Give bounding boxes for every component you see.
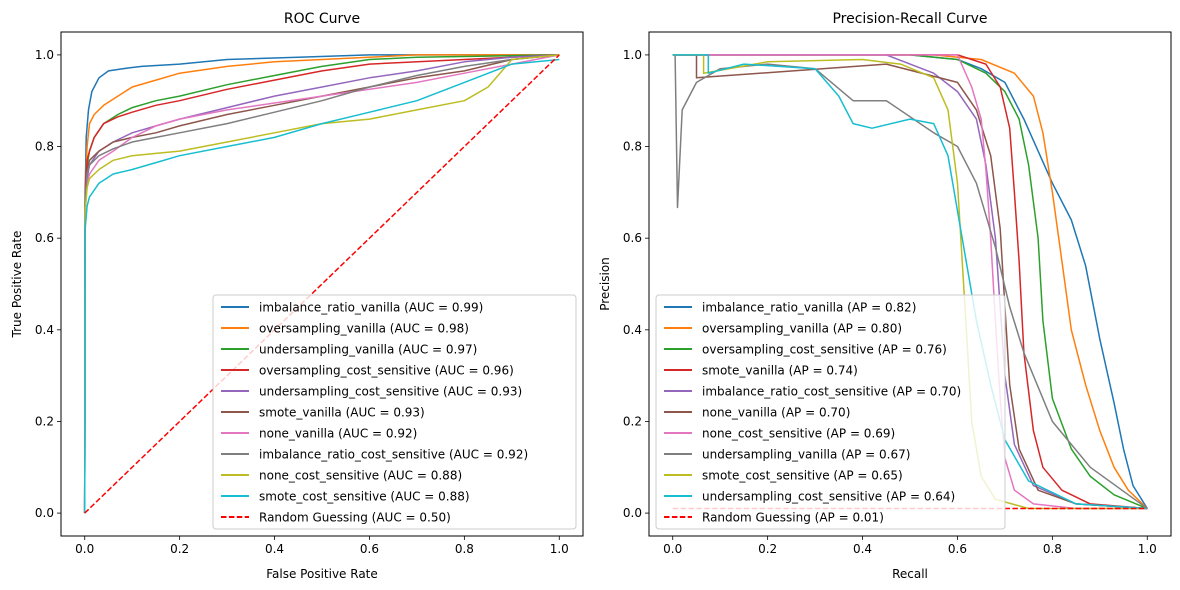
y-tick-label: 0.4 — [623, 323, 642, 337]
y-tick-label: 0.6 — [35, 231, 54, 245]
series-line-9 — [83, 58, 560, 514]
x-tick-label: 0.2 — [758, 542, 777, 556]
series-line-4 — [672, 54, 1148, 510]
x-tick-label: 0.2 — [170, 542, 189, 556]
x-axis-label: False Positive Rate — [266, 567, 378, 581]
precision-recall-plot: 0.0 0.2 0.4 0.6 0.8 1.0 0.0 0.2 0.4 0.6 0.8 1.0 Prec… — [598, 11, 1172, 581]
legend-label-7: imbalance_ratio_cost_sensitive (AUC = 0.… — [259, 448, 528, 462]
legend-label-7: undersampling_vanilla (AP = 0.67) — [702, 448, 910, 462]
legend-label-0: imbalance_ratio_vanilla (AUC = 0.99) — [259, 301, 483, 315]
axes-frame — [60, 31, 584, 537]
series-line-7 — [674, 54, 1148, 510]
y-tick-label: 1.0 — [35, 48, 54, 62]
chart-title: Precision-Recall Curve — [832, 11, 987, 27]
legend-box — [212, 294, 577, 530]
series-line-8 — [83, 54, 560, 514]
x-tick-label: 1.0 — [1138, 542, 1157, 556]
roc-plot: 0.0 0.2 0.4 0.6 0.8 1.0 0.0 0.2 0.4 0.6 0.8 1.0 ROC … — [10, 11, 584, 581]
legend-label-5: none_vanilla (AP = 0.70) — [702, 406, 850, 420]
legend-label-9: undersampling_cost_sensitive (AP = 0.64) — [702, 490, 955, 504]
legend-label-3: smote_vanilla (AP = 0.74) — [702, 364, 858, 378]
x-tick-label: 0.8 — [455, 542, 474, 556]
legend-label-2: undersampling_vanilla (AUC = 0.97) — [259, 343, 477, 357]
legend-label-4: imbalance_ratio_cost_sensitive (AP = 0.7… — [702, 385, 961, 399]
x-tick-label: 0.4 — [853, 542, 872, 556]
y-tick-label: 0.8 — [35, 140, 54, 154]
y-axis-label: True Positive Rate — [10, 231, 24, 339]
legend-label-5: smote_vanilla (AUC = 0.93) — [259, 406, 425, 420]
series-line-6 — [83, 54, 560, 514]
y-tick-label: 0.6 — [623, 231, 642, 245]
legend-label-3: oversampling_cost_sensitive (AUC = 0.96) — [259, 364, 514, 378]
x-axis-label: Recall — [892, 567, 928, 581]
series-line-1 — [672, 54, 1148, 510]
y-axis-label: Precision — [598, 257, 612, 311]
x-tick-label: 0.4 — [265, 542, 284, 556]
y-tick-label: 0.4 — [35, 323, 54, 337]
axes-frame — [648, 31, 1172, 537]
legend-label-6: none_cost_sensitive (AP = 0.69) — [702, 427, 895, 441]
series-line-3 — [672, 54, 1148, 510]
legend-label-2: oversampling_cost_sensitive (AP = 0.76) — [702, 343, 947, 357]
y-tick-label: 0.0 — [35, 506, 54, 520]
legend: imbalance_ratio_vanilla (AP = 0.82) overs… — [655, 294, 1006, 530]
y-tick-label: 0.0 — [623, 506, 642, 520]
series-line-0 — [83, 54, 560, 514]
x-tick-label: 0.0 — [663, 542, 682, 556]
y-tick-label: 0.2 — [35, 414, 54, 428]
y-tick-label: 1.0 — [623, 48, 642, 62]
x-tick-label: 0.6 — [948, 542, 967, 556]
legend-label-1: oversampling_vanilla (AUC = 0.98) — [259, 322, 469, 336]
legend-label-9: smote_cost_sensitive (AUC = 0.88) — [259, 490, 470, 504]
legend-label-10: Random Guessing (AP = 0.01) — [702, 511, 884, 525]
series-line-7 — [83, 54, 560, 514]
x-tick-label: 0.8 — [1043, 542, 1062, 556]
series-line-9 — [672, 54, 1148, 510]
series-line-2 — [672, 54, 1148, 510]
legend: imbalance_ratio_vanilla (AUC = 0.99) over… — [212, 294, 577, 530]
legend-label-4: undersampling_cost_sensitive (AUC = 0.93… — [259, 385, 522, 399]
x-tick-label: 1.0 — [550, 542, 569, 556]
legend-box — [655, 294, 1006, 530]
series-line-1 — [83, 54, 560, 514]
legend-label-8: none_cost_sensitive (AUC = 0.88) — [259, 469, 462, 483]
y-tick-label: 0.2 — [623, 414, 642, 428]
x-tick-label: 0.0 — [75, 542, 94, 556]
legend-label-8: smote_cost_sensitive (AP = 0.65) — [702, 469, 903, 483]
series-line-10 — [84, 54, 560, 514]
y-tick-label: 0.8 — [623, 140, 642, 154]
x-tick-label: 0.6 — [360, 542, 379, 556]
legend-label-0: imbalance_ratio_vanilla (AP = 0.82) — [702, 301, 916, 315]
chart-title: ROC Curve — [284, 11, 360, 27]
legend-label-1: oversampling_vanilla (AP = 0.80) — [702, 322, 902, 336]
series-line-5 — [83, 54, 560, 514]
legend-label-10: Random Guessing (AUC = 0.50) — [259, 511, 451, 525]
series-line-3 — [83, 54, 560, 514]
legend-label-6: none_vanilla (AUC = 0.92) — [259, 427, 417, 441]
